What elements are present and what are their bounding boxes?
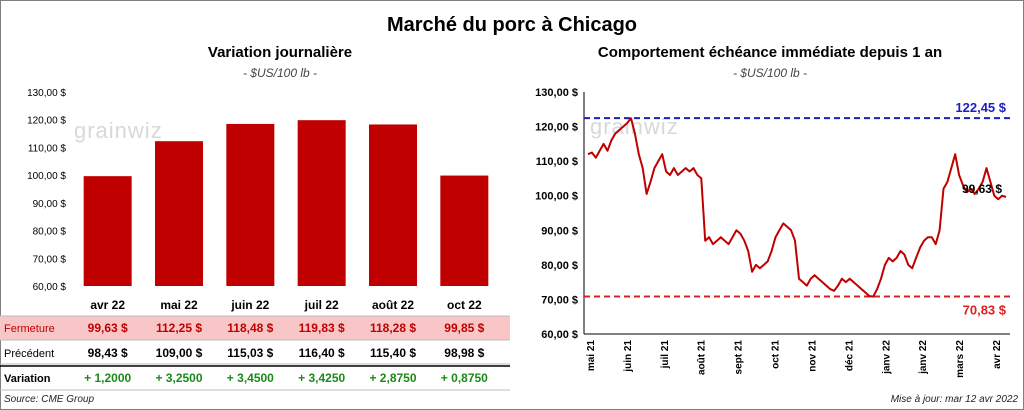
table-cell: 118,48 $ bbox=[227, 321, 273, 335]
y-tick-label: 120,00 $ bbox=[27, 116, 66, 127]
last-value-label: 99,63 $ bbox=[962, 182, 1002, 196]
y-tick-label: 90,00 $ bbox=[541, 225, 578, 237]
x-tick-label: avr 22 bbox=[90, 298, 125, 312]
bar bbox=[440, 175, 489, 286]
table-cell: 99,63 $ bbox=[88, 321, 128, 335]
x-tick-label: juin 21 bbox=[623, 340, 634, 373]
table-cell: 115,03 $ bbox=[227, 346, 273, 360]
bar-chart-subtitle: - $US/100 lb - bbox=[242, 66, 318, 80]
x-tick-label: sept 21 bbox=[734, 340, 745, 375]
low-label: 70,83 $ bbox=[963, 303, 1007, 318]
watermark-left: grainwiz bbox=[74, 118, 163, 143]
y-tick-label: 80,00 $ bbox=[33, 227, 67, 238]
line-chart: 60,00 $ 70,00 $ 80,00 $ 90,00 $ 100,00 $ 110,… bbox=[535, 87, 1010, 378]
x-tick-label: nov 21 bbox=[807, 340, 818, 372]
y-tick-label: 110,00 $ bbox=[536, 156, 578, 168]
line-chart-subtitle: - $US/100 lb - bbox=[732, 66, 808, 80]
update-note: Mise à jour: mar 12 avr 2022 bbox=[890, 394, 1018, 405]
y-tick-label: 100,00 $ bbox=[27, 171, 66, 182]
x-tick-label: juil 22 bbox=[304, 298, 339, 312]
table-row-highlight bbox=[0, 316, 510, 340]
table-row-label: Variation bbox=[4, 373, 51, 385]
y-tick-label: 90,00 $ bbox=[33, 199, 67, 210]
table-cell: + 1,2000 bbox=[84, 371, 131, 385]
x-tick-label: déc 21 bbox=[844, 340, 855, 372]
x-tick-label: mai 21 bbox=[586, 340, 597, 372]
x-tick-label: mai 22 bbox=[160, 298, 198, 312]
y-tick-label: 80,00 $ bbox=[541, 260, 578, 272]
y-tick-label: 70,00 $ bbox=[33, 254, 67, 265]
table-cell: 116,40 $ bbox=[299, 346, 345, 360]
table-row-label: Fermeture bbox=[4, 323, 55, 335]
table-cell: 112,25 $ bbox=[156, 321, 202, 335]
x-tick-label: janv 22 bbox=[918, 340, 929, 375]
table-cell: 98,98 $ bbox=[444, 346, 484, 360]
y-tick-label: 130,00 $ bbox=[27, 88, 66, 99]
y-tick-label: 60,00 $ bbox=[541, 329, 578, 341]
bar bbox=[369, 124, 417, 286]
y-tick-label: 100,00 $ bbox=[535, 191, 578, 203]
x-tick-label: mars 22 bbox=[955, 340, 966, 378]
x-tick-label: juin 22 bbox=[230, 298, 269, 312]
y-tick-label: 120,00 $ bbox=[535, 122, 578, 134]
y-tick-label: 70,00 $ bbox=[541, 294, 578, 306]
bar-chart: 60,00 $ 70,00 $ 80,00 $ 90,00 $ 100,00 $ 110,… bbox=[0, 88, 510, 391]
bar bbox=[226, 123, 275, 287]
table-cell: 119,83 $ bbox=[299, 321, 345, 335]
table-cell: 99,85 $ bbox=[444, 321, 484, 335]
bar-chart-title: Variation journalière bbox=[207, 44, 353, 61]
table-cell: + 0,8750 bbox=[441, 371, 488, 385]
x-tick-label: janv 22 bbox=[881, 340, 892, 375]
bar bbox=[155, 141, 203, 286]
table-row-label: Précédent bbox=[4, 348, 54, 360]
x-tick-label: oct 22 bbox=[447, 298, 482, 312]
line-chart-title: Comportement échéance immédiate depuis 1… bbox=[597, 44, 943, 61]
table-cell: 118,28 $ bbox=[370, 321, 416, 335]
price-series-line bbox=[587, 117, 1007, 298]
x-tick-label: août 22 bbox=[372, 298, 414, 312]
x-tick-label: avr 22 bbox=[992, 340, 1003, 369]
table-cell: 115,40 $ bbox=[370, 346, 416, 360]
table-cell: + 2,8750 bbox=[369, 371, 416, 385]
y-tick-label: 60,00 $ bbox=[33, 282, 67, 293]
x-tick-label: août 21 bbox=[697, 340, 708, 375]
table-cell: + 3,4500 bbox=[227, 371, 274, 385]
y-tick-label: 110,00 $ bbox=[28, 143, 67, 154]
bar bbox=[83, 176, 132, 286]
table-cell: 98,43 $ bbox=[88, 346, 128, 360]
table-cell: + 3,4250 bbox=[298, 371, 345, 385]
table-cell: 109,00 $ bbox=[156, 346, 203, 360]
high-label: 122,45 $ bbox=[955, 100, 1006, 115]
x-tick-label: oct 21 bbox=[771, 340, 782, 369]
bar bbox=[297, 120, 346, 286]
main-title: Marché du porc à Chicago bbox=[386, 14, 638, 36]
y-tick-label: 130,00 $ bbox=[535, 87, 578, 99]
source-note: Source: CME Group bbox=[4, 394, 95, 405]
table-cell: + 3,2500 bbox=[155, 371, 202, 385]
x-tick-label: juil 21 bbox=[660, 340, 671, 370]
